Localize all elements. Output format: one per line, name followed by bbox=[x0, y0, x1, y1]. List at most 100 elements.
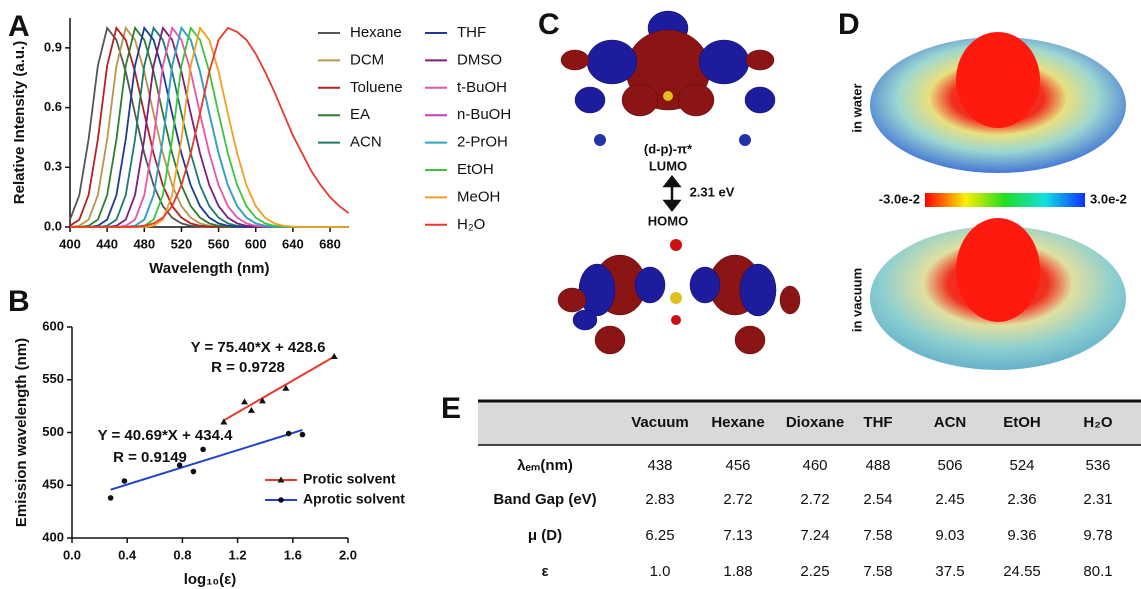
data-point bbox=[286, 431, 292, 437]
legend-label: EA bbox=[350, 106, 370, 123]
orbital-lumo bbox=[561, 11, 775, 146]
x-tick-label: 1.6 bbox=[284, 547, 302, 562]
legend-label: EtOH bbox=[457, 161, 494, 178]
x-axis-label: log₁₀(ε) bbox=[184, 571, 237, 588]
y-tick-label: 0.3 bbox=[44, 159, 62, 174]
table-header: EtOH bbox=[1003, 414, 1041, 431]
spectrum-line bbox=[70, 28, 349, 227]
x-tick-label: 480 bbox=[133, 236, 155, 251]
table-row-label: μ (D) bbox=[528, 527, 562, 544]
table-cell: 7.24 bbox=[800, 527, 829, 544]
y-tick-label: 0.9 bbox=[44, 39, 62, 54]
spectrum-line bbox=[70, 28, 349, 227]
legend-label: t-BuOH bbox=[457, 79, 507, 96]
table-cell: 24.55 bbox=[1003, 563, 1041, 580]
panel-letter: C bbox=[538, 8, 560, 41]
table-cell: 9.36 bbox=[1007, 527, 1036, 544]
y-tick-label: 500 bbox=[42, 424, 64, 439]
x-tick-label: 0.4 bbox=[118, 547, 137, 562]
legend-label: Hexane bbox=[350, 24, 402, 41]
legend-label: 2-PrOH bbox=[457, 134, 508, 151]
table-cell: 37.5 bbox=[935, 563, 964, 580]
panel-letter: D bbox=[838, 8, 860, 41]
panel-letter: E bbox=[441, 392, 461, 425]
x-tick-label: 640 bbox=[282, 236, 304, 251]
table-cell: 9.03 bbox=[935, 527, 964, 544]
table-cell: 438 bbox=[647, 457, 672, 474]
table-header: H₂O bbox=[1083, 414, 1112, 431]
table-header: Hexane bbox=[711, 414, 764, 431]
spectrum-line bbox=[70, 28, 349, 227]
table-cell: 2.72 bbox=[723, 491, 752, 508]
legend-label: Toluene bbox=[350, 79, 403, 96]
legend-label: n-BuOH bbox=[457, 106, 511, 123]
spectrum-line bbox=[70, 28, 349, 227]
orbital-transition: (d-p)-π* bbox=[644, 141, 693, 156]
data-point bbox=[191, 469, 197, 475]
fit-r: R = 0.9149 bbox=[113, 449, 187, 466]
table-cell: 488 bbox=[865, 457, 890, 474]
table-row-label: ε bbox=[541, 563, 548, 580]
fit-equation: Y = 75.40*X + 428.6 bbox=[191, 339, 326, 356]
esp-top-label: in water bbox=[849, 83, 864, 132]
table-cell: 2.45 bbox=[935, 491, 964, 508]
legend-label: ACN bbox=[350, 134, 382, 151]
legend-label: MeOH bbox=[457, 188, 500, 205]
table-cell: 1.88 bbox=[723, 563, 752, 580]
table-cell: 80.1 bbox=[1083, 563, 1112, 580]
table-header: ACN bbox=[934, 414, 967, 431]
table-cell: 6.25 bbox=[645, 527, 674, 544]
legend-marker-shape bbox=[278, 497, 284, 503]
x-tick-label: 600 bbox=[245, 236, 267, 251]
table-cell: 2.83 bbox=[645, 491, 674, 508]
legend-marker bbox=[278, 497, 284, 503]
legend-label: H₂O bbox=[457, 216, 485, 233]
x-tick-label: 400 bbox=[59, 236, 81, 251]
legend-label: Protic solvent bbox=[303, 471, 396, 487]
table-cell: 536 bbox=[1085, 457, 1110, 474]
lumo-label: LUMO bbox=[649, 158, 687, 173]
x-tick-label: 520 bbox=[171, 236, 193, 251]
color-bar-max: 3.0e-2 bbox=[1090, 191, 1127, 206]
panel-letter: B bbox=[8, 285, 30, 318]
y-axis-label: Relative Intensity (a.u.) bbox=[11, 41, 28, 204]
x-tick-label: 680 bbox=[319, 236, 341, 251]
x-tick-label: 0.8 bbox=[173, 547, 191, 562]
spectrum-line bbox=[70, 28, 349, 227]
table-cell: 1.0 bbox=[650, 563, 671, 580]
fit-r: R = 0.9728 bbox=[211, 359, 285, 376]
table-cell: 524 bbox=[1009, 457, 1034, 474]
table-cell: 2.25 bbox=[800, 563, 829, 580]
x-tick-label: 1.2 bbox=[229, 547, 247, 562]
legend-label: THF bbox=[457, 24, 486, 41]
fit-equation: Y = 40.69*X + 434.4 bbox=[98, 427, 233, 444]
panel-letter: A bbox=[8, 10, 30, 43]
gap-label: 2.31 eV bbox=[690, 184, 735, 199]
table-cell: 9.78 bbox=[1083, 527, 1112, 544]
table-row-label: λₑₘ(nm) bbox=[517, 457, 573, 474]
table-cell: 7.13 bbox=[723, 527, 752, 544]
spectrum-line bbox=[70, 28, 349, 227]
data-point bbox=[241, 398, 248, 404]
spectrum-line bbox=[70, 28, 349, 227]
table-cell: 7.58 bbox=[863, 563, 892, 580]
x-tick-label: 560 bbox=[208, 236, 230, 251]
x-tick-label: 440 bbox=[96, 236, 118, 251]
figure: (d-p)-π* LUMO 2.31 eV HOMO -3.0e-2 3.0e-… bbox=[0, 0, 1141, 589]
data-point bbox=[122, 478, 128, 484]
y-tick-label: 400 bbox=[42, 529, 64, 544]
orbital-homo bbox=[558, 239, 800, 354]
esp-bottom-label: in vacuum bbox=[849, 268, 864, 332]
color-bar-min: -3.0e-2 bbox=[879, 191, 920, 206]
data-point bbox=[300, 432, 306, 438]
table-cell: 2.72 bbox=[800, 491, 829, 508]
table-cell: 506 bbox=[937, 457, 962, 474]
table-cell: 7.58 bbox=[863, 527, 892, 544]
y-tick-label: 600 bbox=[42, 318, 64, 333]
spectrum-line bbox=[70, 28, 349, 227]
table-cell: 456 bbox=[725, 457, 750, 474]
table-cell: 2.54 bbox=[863, 491, 892, 508]
y-tick-label: 450 bbox=[42, 477, 64, 492]
legend-label: Aprotic solvent bbox=[303, 491, 405, 507]
y-axis-label: Emission wavelength (nm) bbox=[13, 338, 30, 527]
